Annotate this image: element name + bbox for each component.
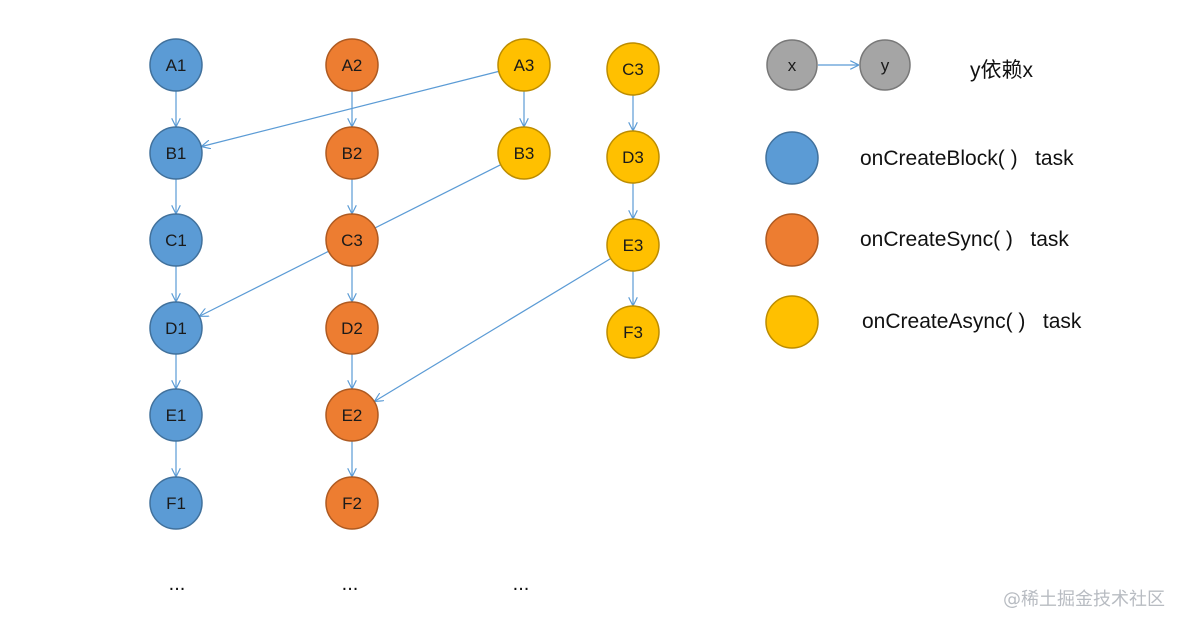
task-node-label: A3 <box>514 56 535 75</box>
task-node-label: D2 <box>341 319 363 338</box>
task-node-c3s: C3 <box>325 213 379 267</box>
legend-x-node <box>766 39 818 91</box>
task-node-d1: D1 <box>149 301 203 355</box>
task-node-label: D3 <box>622 148 644 167</box>
legend-sync-text: onCreateSync( ) task <box>860 228 1069 251</box>
task-node-f3: F3 <box>606 305 660 359</box>
task-node-circle <box>606 130 660 184</box>
task-node-circle <box>325 213 379 267</box>
task-node-e3: E3 <box>606 218 660 272</box>
legend-async-swatch <box>765 295 819 349</box>
legend-sync-swatch <box>765 213 819 267</box>
task-node-d3: D3 <box>606 130 660 184</box>
task-node-circle <box>606 42 660 96</box>
task-node-d2: D2 <box>325 301 379 355</box>
task-node-circle <box>149 301 203 355</box>
task-node-circle <box>325 476 379 530</box>
task-nodes: A1 B1 C1 D1 E1 F1 A2 B2 C3 D2 E2 F2 A3 B3 C3 D3 E3 F3 <box>149 38 660 530</box>
task-node-c1: C1 <box>149 213 203 267</box>
task-node-c3: C3 <box>606 42 660 96</box>
column-ellipsis: ... <box>513 573 530 595</box>
task-node-label: C3 <box>622 60 644 79</box>
legend-async-text: onCreateAsync( ) task <box>862 310 1082 333</box>
task-node-label: F2 <box>342 494 362 513</box>
task-node-circle <box>149 38 203 92</box>
task-node-circle <box>325 126 379 180</box>
legend: x y y依赖x onCreateBlock( ) task onCreateS… <box>765 39 1082 349</box>
column-ellipsis: ... <box>342 573 359 595</box>
task-node-label: B3 <box>514 144 535 163</box>
task-node-circle <box>149 213 203 267</box>
task-node-label: D1 <box>165 319 187 338</box>
task-node-e2: E2 <box>325 388 379 442</box>
dependency-arrows <box>176 70 633 476</box>
task-node-b2: B2 <box>325 126 379 180</box>
task-node-f1: F1 <box>149 476 203 530</box>
legend-block-swatch <box>765 131 819 185</box>
edge-E3-to-E2 <box>375 257 612 401</box>
column-ellipsis: ... <box>169 573 186 595</box>
task-node-label: E2 <box>342 406 363 425</box>
task-node-circle <box>606 218 660 272</box>
task-node-a1: A1 <box>149 38 203 92</box>
task-node-circle <box>149 388 203 442</box>
task-node-circle <box>606 305 660 359</box>
task-node-circle <box>497 126 551 180</box>
task-node-b3: B3 <box>497 126 551 180</box>
task-node-label: F3 <box>623 323 643 342</box>
task-node-a2: A2 <box>325 38 379 92</box>
task-node-a3: A3 <box>497 38 551 92</box>
legend-block-text: onCreateBlock( ) task <box>860 147 1074 170</box>
continuation-ellipses: ......... <box>169 573 530 595</box>
legend-y-label: y <box>881 56 890 75</box>
task-node-f2: F2 <box>325 476 379 530</box>
task-node-e1: E1 <box>149 388 203 442</box>
task-node-label: B1 <box>166 144 187 163</box>
task-node-circle <box>325 388 379 442</box>
edge-A3-to-B1 <box>202 70 499 146</box>
task-node-label: E3 <box>623 236 644 255</box>
watermark: @稀土掘金技术社区 <box>1003 589 1165 610</box>
task-node-label: F1 <box>166 494 186 513</box>
legend-x-label: x <box>788 56 797 75</box>
task-node-label: A1 <box>166 56 187 75</box>
task-node-circle <box>497 38 551 92</box>
task-node-label: C1 <box>165 231 187 250</box>
task-node-label: E1 <box>166 406 187 425</box>
legend-y-node <box>859 39 911 91</box>
task-node-circle <box>149 126 203 180</box>
task-node-label: B2 <box>342 144 363 163</box>
task-node-b1: B1 <box>149 126 203 180</box>
task-node-label: C3 <box>341 231 363 250</box>
task-node-circle <box>325 301 379 355</box>
task-node-circle <box>325 38 379 92</box>
legend-dependency-text: y依赖x <box>970 59 1033 82</box>
task-node-label: A2 <box>342 56 363 75</box>
task-node-circle <box>149 476 203 530</box>
